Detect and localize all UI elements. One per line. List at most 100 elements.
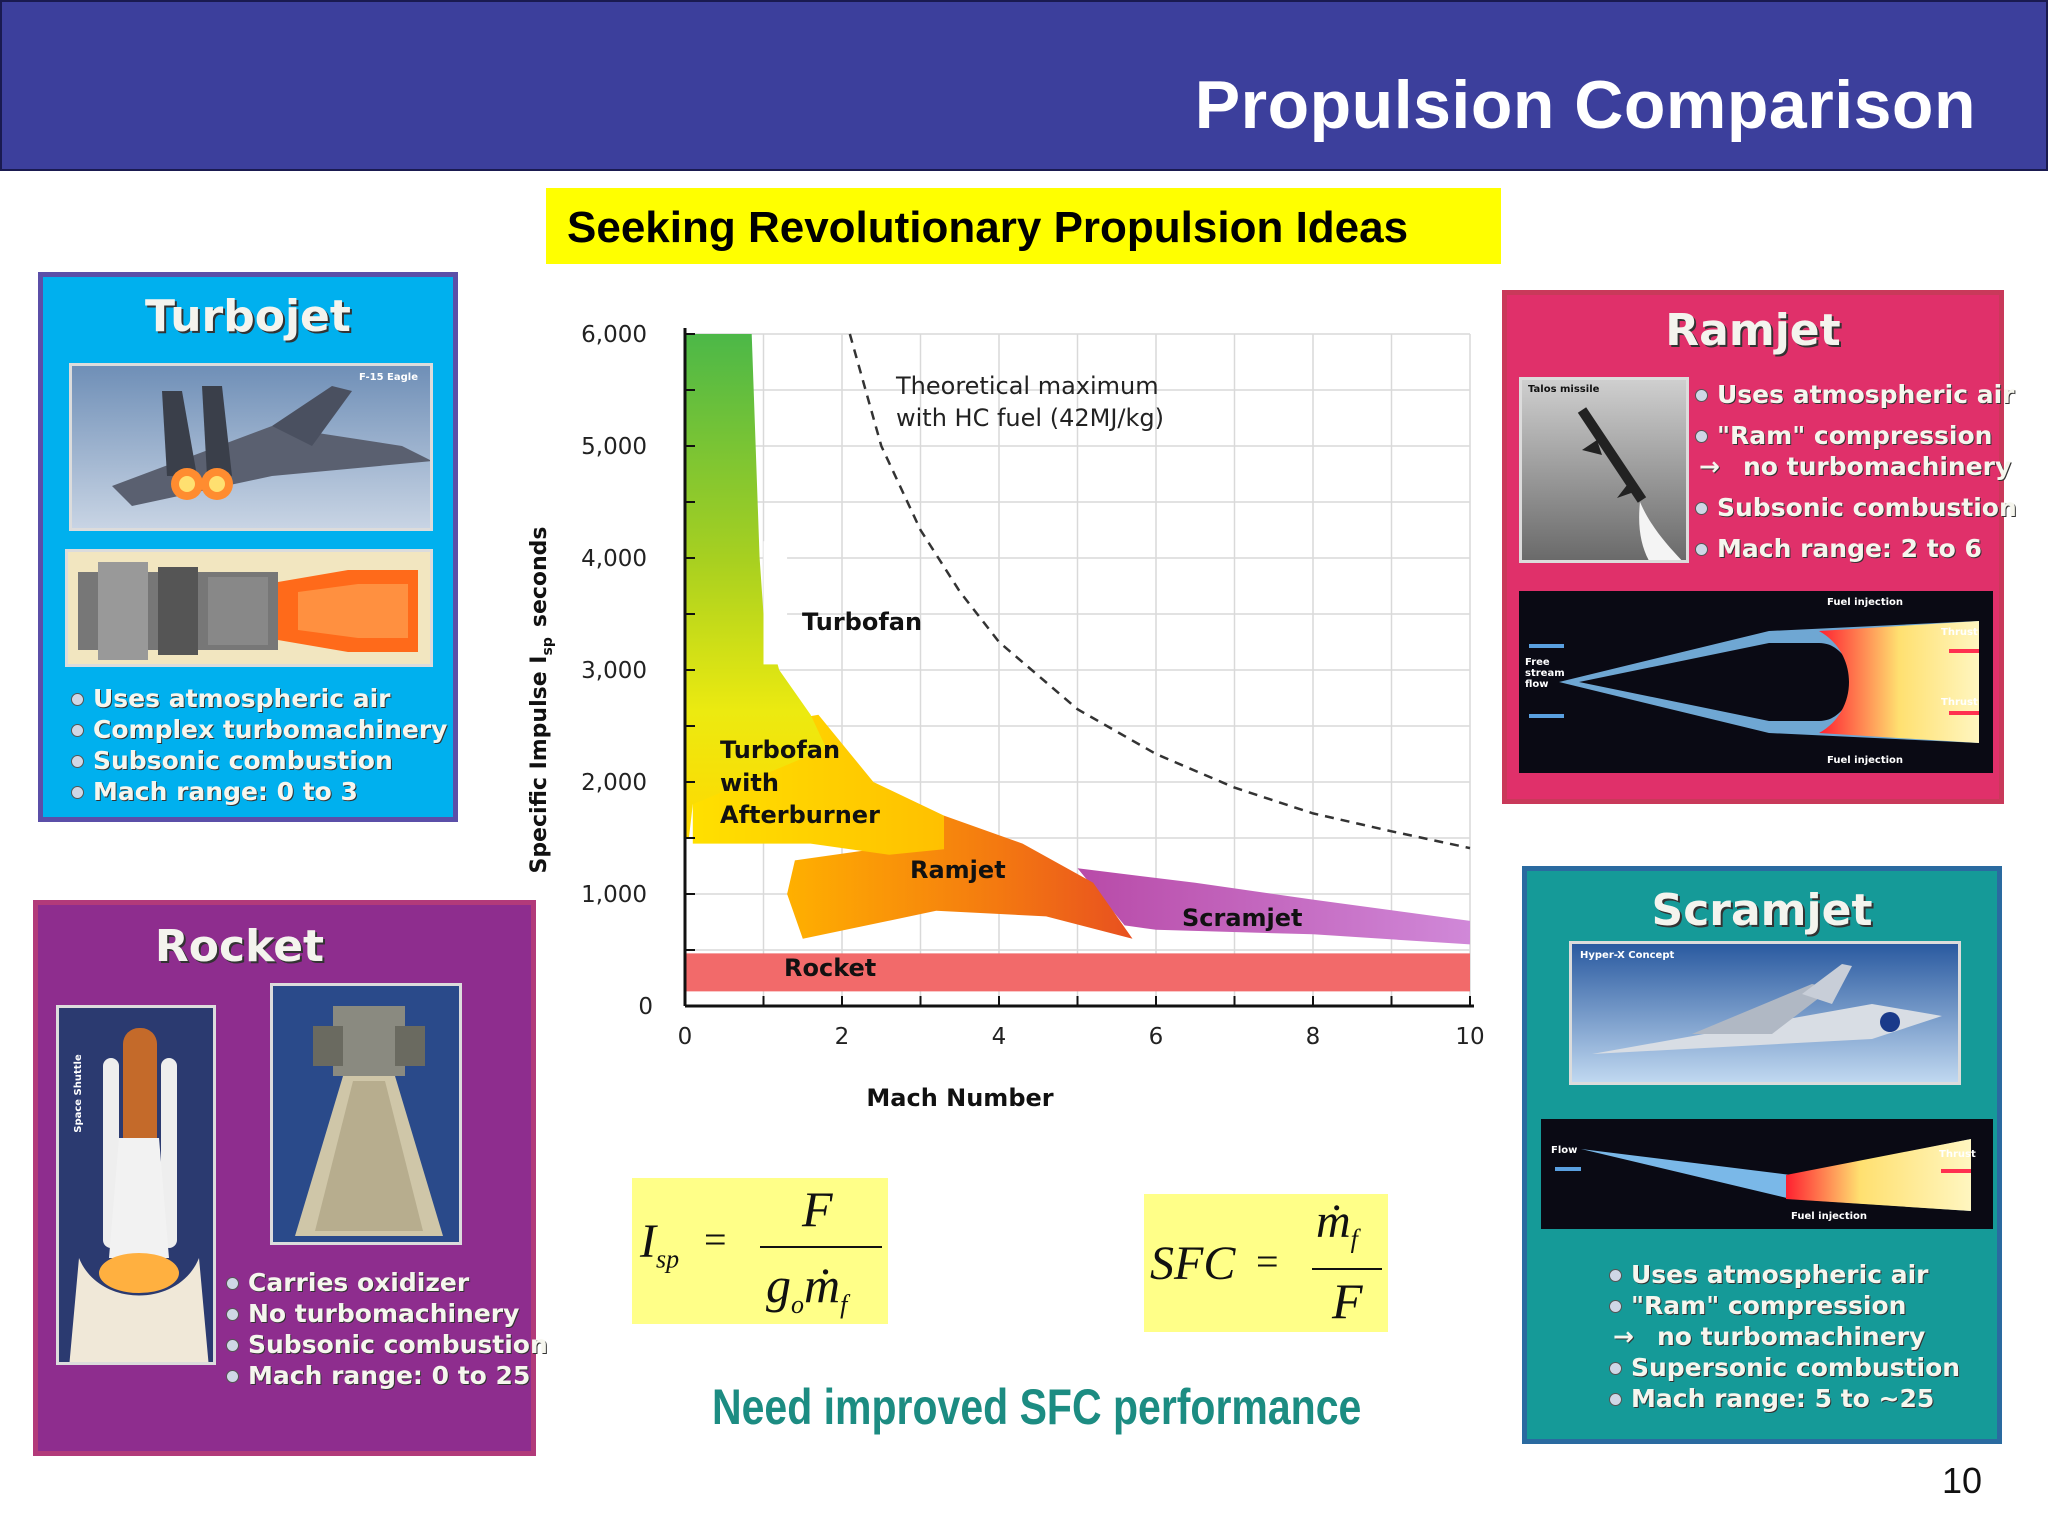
scramjet-bullet: Uses atmospheric air [1607,1259,1960,1290]
turbojet-title: Turbojet [145,291,351,342]
ramjet-card: Ramjet Talos missile Uses atmospheric ai… [1502,290,2017,804]
y-axis-label-main: Specific Impulse I [527,656,552,874]
series-label-turbofan: Turbofan [802,608,922,636]
isp-den-g: g [766,1257,791,1313]
fuel-injection-top-label: Fuel injection [1827,597,1904,608]
rocket-bullet: Mach range: 0 to 25 [224,1360,548,1391]
isp-fraction-bar [760,1246,882,1248]
ramjet-diagram-svg [1529,621,1979,743]
scramjet-bullet: "Ram" compression [1607,1290,1960,1321]
series-label-afterburner-1: Turbofan [720,736,840,764]
scramjet-card: Scramjet Hyper-X Concept Flow Thrust Fue… [1522,866,2002,1444]
ramjet-diagram: Fuel injection Fuel injection Thrust Thr… [1519,591,1993,773]
y-tick-label: 5,000 [581,434,647,460]
need-sfc-caption: Need improved SFC performance [712,1379,1362,1435]
f15-caption: F-15 Eagle [358,372,418,383]
y-tick-label: 1,000 [581,882,647,908]
theoretical-max-label-1: Theoretical maximum [895,372,1159,400]
theoretical-max-label-2: with HC fuel (42MJ/kg) [896,404,1164,432]
subtitle-banner: Seeking Revolutionary Propulsion Ideas [546,188,1501,264]
hyperx-photo: Hyper-X Concept [1569,941,1961,1085]
page-title: Propulsion Comparison [1194,67,1976,143]
ramjet-title: Ramjet [1665,305,1841,356]
turbojet-engine-icon [78,562,418,660]
ramjet-bullet: "Ram" compression [1693,420,2017,451]
series-area-scramjet [1077,868,1470,945]
x-tick-label: 10 [1455,1024,1484,1050]
y-tick-label: 0 [638,994,653,1020]
isp-den-sub2: f [840,1290,848,1319]
scramjet-bullet-sub-text: no turbomachinery [1657,1322,1926,1351]
scramjet-bullet-sub: → no turbomachinery [1607,1321,1960,1352]
rocket-engine-icon [295,1006,443,1236]
series-area-turbofan [685,334,827,838]
scramjet-bullet: Mach range: 5 to ~25 [1607,1383,1960,1414]
series-label-ramjet: Ramjet [910,856,1006,884]
turbojet-bullet: Complex turbomachinery [69,714,447,745]
turbojet-bullet: Uses atmospheric air [69,683,447,714]
talos-missile-photo: Talos missile [1519,377,1689,563]
sfc-fraction-bar [1312,1268,1382,1270]
rocket-bullet: No turbomachinery [224,1298,548,1329]
x-tick-label: 0 [678,1024,693,1050]
arrow-right-icon: → [1613,1322,1634,1351]
sfc-formula: SFC = ṁf F [1144,1194,1388,1332]
isp-lhs-sub: sp [655,1244,680,1274]
isp-lhs: Isp [640,1214,679,1275]
turbojet-bullets: Uses atmospheric air Complex turbomachin… [69,683,447,807]
y-axis-label-sub: sp [540,637,556,655]
isp-formula: Isp = F goṁf [632,1178,888,1324]
title-bar: Propulsion Comparison [0,0,2048,171]
sfc-denominator: F [1332,1273,1363,1329]
ramjet-bullet: Subsonic combustion [1693,492,2017,523]
hyperx-caption: Hyper-X Concept [1580,950,1675,961]
scramjet-bullets: Uses atmospheric air "Ram" compression →… [1607,1259,1960,1414]
thrust-top-label: Thrust [1941,627,1978,638]
turbojet-card: Turbojet F-15 Eagle Uses atmospheric air… [38,272,458,822]
f15-photo: F-15 Eagle [69,363,433,531]
series-label-afterburner-3: Afterburner [720,801,880,829]
sfc-num-sub: f [1350,1224,1358,1254]
sfc-num-mdot: ṁ [1316,1195,1351,1248]
x-tick-label: 6 [1149,1024,1164,1050]
rocket-title: Rocket [154,921,325,972]
ramjet-bullet: Mach range: 2 to 6 [1693,533,2017,564]
talos-caption: Talos missile [1528,384,1600,395]
scramjet-bullet: Supersonic combustion [1607,1352,1960,1383]
sfc-equals: = [1256,1239,1279,1284]
subtitle-text: Seeking Revolutionary Propulsion Ideas [567,203,1409,252]
y-tick-label: 2,000 [581,770,647,796]
flow-label: Flow [1551,1145,1578,1156]
rocket-engine-photo [270,983,462,1245]
series-area-ramjet [787,815,1133,939]
scramjet-diagram-svg [1555,1139,1971,1211]
series-label-rocket: Rocket [784,954,876,982]
scramjet-diagram: Flow Thrust Fuel injection [1541,1119,1993,1229]
rocket-bullet: Carries oxidizer [224,1267,548,1298]
free-stream-label: Free stream flow [1525,657,1565,690]
page-number: 10 [1941,1460,1982,1501]
arrow-right-icon: → [1699,452,1720,481]
turbofan-notch [763,541,788,665]
turbojet-bullet: Subsonic combustion [69,745,447,776]
thrust-label: Thrust [1939,1149,1976,1160]
shuttle-caption: Space Shuttle [72,1054,84,1133]
ramjet-bullet: Uses atmospheric air [1693,379,2017,410]
hyperx-aircraft-icon [1592,964,1942,1054]
x-tick-label: 4 [992,1024,1007,1050]
rocket-bullet: Subsonic combustion [224,1329,548,1360]
thrust-bottom-label: Thrust [1941,697,1978,708]
y-tick-label: 6,000 [581,322,647,348]
turbojet-bullet: Mach range: 0 to 3 [69,776,447,807]
ramjet-bullet-sub: → no turbomachinery [1693,451,2017,482]
fuel-injection-label: Fuel injection [1791,1211,1868,1222]
isp-den-sub1: o [791,1290,804,1319]
ramjet-bullet-sub-text: no turbomachinery [1743,452,2012,481]
isp-den-mdot: ṁ [804,1257,841,1313]
shuttle-photo: Space Shuttle [56,1005,216,1365]
series-label-scramjet: Scramjet [1182,904,1303,932]
chart-areas [685,334,1470,992]
isp-chart-svg: 0 2 4 6 8 10 0 1,000 2,000 3,000 4,000 5,000 6,000 T… [527,322,1485,1112]
x-tick-label: 2 [835,1024,850,1050]
chart-ticks: 0 2 4 6 8 10 0 1,000 2,000 3,000 4,000 5,000 6,000 [581,322,1485,1050]
